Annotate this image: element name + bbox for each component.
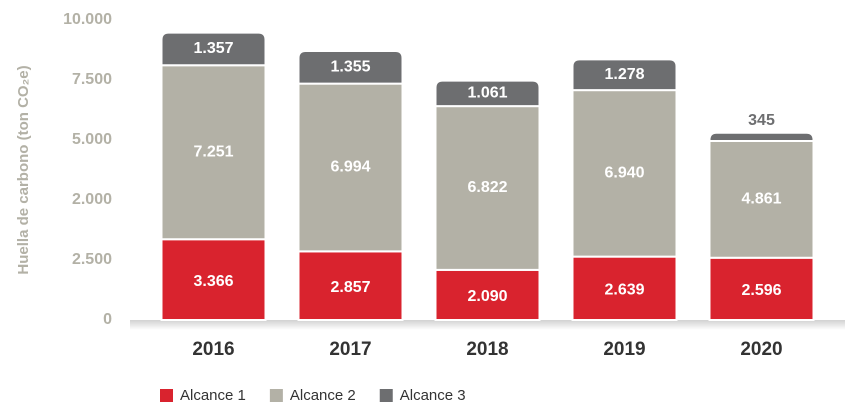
y-tick-label: 5.000 bbox=[72, 131, 112, 148]
data-label: 6.822 bbox=[467, 179, 507, 196]
y-tick-label: 2.500 bbox=[72, 251, 112, 268]
bar-segment bbox=[297, 50, 404, 85]
data-label: 345 bbox=[748, 112, 775, 129]
x-tick-label: 2020 bbox=[740, 339, 782, 360]
x-tick-label: 2016 bbox=[192, 339, 234, 360]
legend-label: Alcance 2 bbox=[290, 387, 356, 404]
x-tick-label: 2017 bbox=[329, 339, 371, 360]
y-tick-label: 2.000 bbox=[72, 191, 112, 208]
data-label: 2.596 bbox=[741, 282, 781, 299]
y-tick-label: 7.500 bbox=[72, 71, 112, 88]
data-label: 2.857 bbox=[330, 279, 370, 296]
legend-label: Alcance 1 bbox=[180, 387, 246, 404]
data-label: 6.940 bbox=[604, 165, 644, 182]
legend-label: Alcance 3 bbox=[400, 387, 466, 404]
bar-segment bbox=[434, 79, 541, 108]
data-label: 2.090 bbox=[467, 288, 507, 305]
x-tick-label: 2018 bbox=[466, 339, 508, 360]
y-axis-label: Huella de carbono (ton CO₂e) bbox=[15, 65, 32, 274]
data-label: 7.251 bbox=[193, 143, 233, 160]
legend-swatch bbox=[160, 389, 173, 402]
data-label: 1.355 bbox=[330, 59, 370, 76]
baseline-shadow bbox=[130, 320, 845, 330]
data-label: 4.861 bbox=[741, 191, 781, 208]
data-label: 1.278 bbox=[604, 66, 644, 83]
y-tick-label: 0 bbox=[103, 311, 112, 328]
bar-segment bbox=[708, 131, 815, 143]
data-label: 3.366 bbox=[193, 273, 233, 290]
bar-segment bbox=[571, 58, 678, 92]
data-label: 2.639 bbox=[604, 282, 644, 299]
x-tick-label: 2019 bbox=[603, 339, 645, 360]
y-tick-label: 10.000 bbox=[63, 11, 112, 28]
data-label: 1.357 bbox=[193, 40, 233, 57]
data-label: 1.061 bbox=[467, 85, 507, 102]
data-label: 6.994 bbox=[330, 159, 370, 176]
legend-swatch bbox=[379, 389, 393, 402]
legend-swatch bbox=[269, 389, 283, 402]
bar-segment bbox=[160, 31, 267, 67]
